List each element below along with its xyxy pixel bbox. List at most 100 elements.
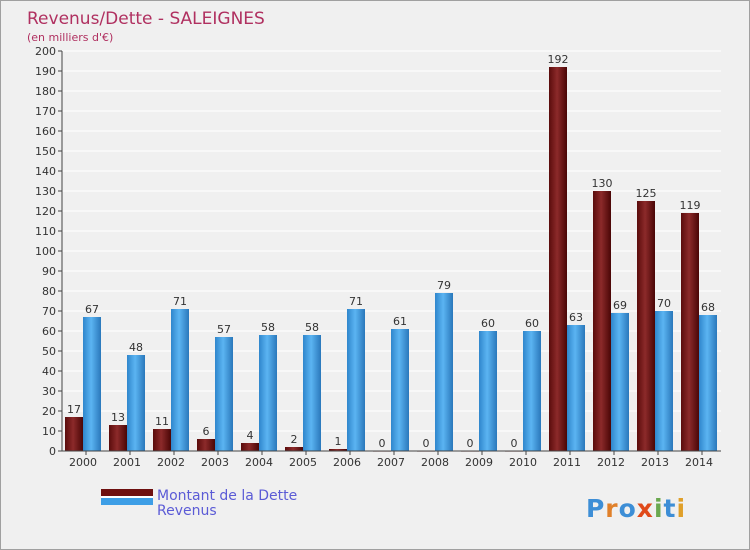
bar-revenus <box>655 311 673 451</box>
bar-revenus <box>567 325 585 451</box>
value-label-dette: 1 <box>335 435 342 448</box>
value-label-revenus: 79 <box>437 279 451 292</box>
y-tick-label: 20 <box>42 405 56 418</box>
y-axis-ticks: 0 10 20 30 40 50 60 70 80 90 100 110 120 130 140 150 160… <box>35 45 62 458</box>
y-tick-label: 50 <box>42 345 56 358</box>
y-tick-label: 0 <box>49 445 56 458</box>
bar-dette <box>593 191 611 451</box>
x-tick-label: 2009 <box>465 456 493 469</box>
value-label-revenus: 57 <box>217 323 231 336</box>
y-tick-label: 70 <box>42 305 56 318</box>
bar-revenus <box>303 335 321 451</box>
bar-revenus <box>127 355 145 451</box>
bar-revenus <box>347 309 365 451</box>
value-label-revenus: 48 <box>129 341 143 354</box>
bar-dette <box>197 439 215 451</box>
bar-dette <box>637 201 655 451</box>
y-tick-label: 40 <box>42 365 56 378</box>
y-tick-label: 80 <box>42 285 56 298</box>
x-tick-label: 2012 <box>597 456 625 469</box>
y-tick-label: 160 <box>35 125 56 138</box>
x-tick-label: 2014 <box>685 456 713 469</box>
x-tick-label: 2001 <box>113 456 141 469</box>
y-tick-label: 180 <box>35 85 56 98</box>
bars: 17 67 13 48 11 71 6 57 4 58 2 58 1 71 0 61 0 79 0 60 0 60 192 6… <box>65 53 717 452</box>
bar-dette <box>241 443 259 451</box>
x-tick-label: 2011 <box>553 456 581 469</box>
y-tick-label: 170 <box>35 105 56 118</box>
value-label-dette: 13 <box>111 411 125 424</box>
value-label-revenus: 69 <box>613 299 627 312</box>
bar-dette <box>285 447 303 451</box>
value-label-revenus: 58 <box>261 321 275 334</box>
value-label-revenus: 68 <box>701 301 715 314</box>
bar-revenus <box>699 315 717 451</box>
bar-revenus <box>215 337 233 451</box>
value-label-dette: 0 <box>379 437 386 450</box>
value-label-dette: 2 <box>291 433 298 446</box>
value-label-revenus: 67 <box>85 303 99 316</box>
bar-revenus <box>171 309 189 451</box>
value-label-revenus: 58 <box>305 321 319 334</box>
bar-revenus <box>435 293 453 451</box>
legend-swatch-dette <box>101 489 153 496</box>
y-tick-label: 10 <box>42 425 56 438</box>
value-label-revenus: 63 <box>569 311 583 324</box>
value-label-dette: 4 <box>247 429 254 442</box>
x-tick-label: 2010 <box>509 456 537 469</box>
bar-revenus <box>611 313 629 451</box>
value-label-revenus: 70 <box>657 297 671 310</box>
chart-title: Revenus/Dette - SALEIGNES <box>27 9 265 29</box>
bar-dette <box>153 429 171 451</box>
x-tick-label: 2005 <box>289 456 317 469</box>
value-label-revenus: 71 <box>349 295 363 308</box>
bar-revenus <box>83 317 101 451</box>
value-label-dette: 17 <box>67 403 81 416</box>
y-tick-label: 140 <box>35 165 56 178</box>
x-tick-label: 2004 <box>245 456 273 469</box>
legend-swatch-divider <box>101 496 153 498</box>
legend-swatch-revenus <box>101 498 153 505</box>
value-label-dette: 6 <box>203 425 210 438</box>
y-tick-label: 30 <box>42 385 56 398</box>
x-tick-label: 2000 <box>69 456 97 469</box>
y-tick-label: 120 <box>35 205 56 218</box>
y-tick-label: 200 <box>35 45 56 58</box>
y-tick-label: 190 <box>35 65 56 78</box>
x-tick-label: 2002 <box>157 456 185 469</box>
value-label-dette: 0 <box>511 437 518 450</box>
y-tick-label: 60 <box>42 325 56 338</box>
bar-revenus <box>259 335 277 451</box>
y-tick-label: 130 <box>35 185 56 198</box>
x-tick-label: 2007 <box>377 456 405 469</box>
value-label-revenus: 60 <box>525 317 539 330</box>
value-label-revenus: 61 <box>393 315 407 328</box>
bar-dette <box>109 425 127 451</box>
bar-dette <box>549 67 567 451</box>
bar-dette <box>329 449 347 451</box>
y-tick-label: 90 <box>42 265 56 278</box>
value-label-dette: 0 <box>467 437 474 450</box>
bar-revenus <box>391 329 409 451</box>
value-label-dette: 125 <box>636 187 657 200</box>
value-label-dette: 192 <box>548 53 569 66</box>
legend-label-revenus: Revenus <box>157 503 217 519</box>
value-label-dette: 130 <box>592 177 613 190</box>
x-tick-label: 2013 <box>641 456 669 469</box>
value-label-dette: 11 <box>155 415 169 428</box>
proxiti-logo: Proxiti <box>586 494 686 523</box>
bar-dette <box>65 417 83 451</box>
bar-dette <box>681 213 699 451</box>
legend-label-dette: Montant de la Dette <box>157 488 297 504</box>
value-label-dette: 119 <box>680 199 701 212</box>
value-label-dette: 0 <box>423 437 430 450</box>
bar-revenus <box>523 331 541 451</box>
x-axis-ticks: 2000 2001 2002 2003 2004 2005 2006 2007 2008 2009… <box>69 451 713 469</box>
legend: Montant de la Dette Revenus <box>101 488 297 519</box>
y-tick-label: 100 <box>35 245 56 258</box>
x-tick-label: 2006 <box>333 456 361 469</box>
x-tick-label: 2008 <box>421 456 449 469</box>
y-tick-label: 150 <box>35 145 56 158</box>
bar-revenus <box>479 331 497 451</box>
